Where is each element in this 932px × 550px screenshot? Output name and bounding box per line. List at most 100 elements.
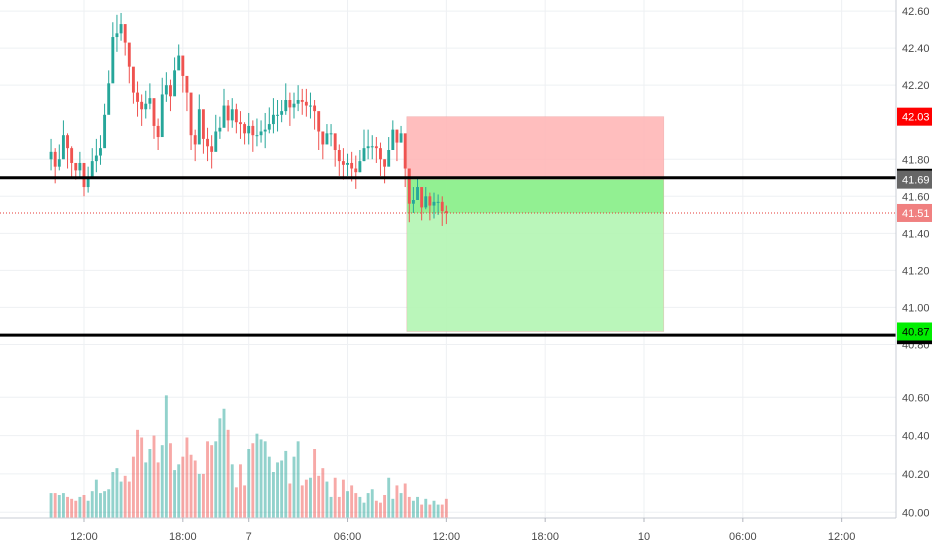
price-tick-label: 41.40	[902, 228, 930, 240]
volume-bar	[366, 493, 370, 518]
candle-body	[313, 105, 317, 112]
time-axis[interactable]: 12:00 18:00 7 06:00 12:00 18:00 10 06:00 12:00	[70, 518, 855, 543]
price-tick-label: 41.80	[902, 154, 930, 166]
candle-body	[57, 159, 61, 167]
volume-bar	[140, 437, 144, 518]
volume-tick-label: 40.60	[902, 392, 930, 404]
candle-body	[300, 100, 304, 102]
candle-body	[148, 98, 152, 104]
volume-bar	[387, 477, 391, 518]
stop-loss-zone	[406, 116, 664, 180]
volume-bar	[300, 485, 304, 518]
candle-body	[111, 37, 115, 84]
candle-body	[395, 129, 399, 143]
candle-body	[169, 85, 172, 97]
position-outline	[406, 116, 665, 332]
volume-bar	[276, 462, 279, 518]
volume-bar	[185, 437, 189, 518]
volume-bar	[230, 464, 234, 518]
volume-bar	[411, 500, 415, 518]
candle-body	[288, 100, 292, 108]
candle-body	[304, 101, 308, 106]
volume-bar	[436, 504, 440, 518]
volume-bar	[424, 498, 428, 518]
candle-body	[164, 85, 168, 95]
candle-body	[387, 150, 391, 167]
volume-bar	[329, 496, 333, 518]
volume-bar	[152, 435, 156, 518]
volume-bar	[383, 495, 387, 518]
volume-bar	[156, 462, 160, 518]
candle-body	[370, 146, 374, 148]
volume-bar	[395, 485, 399, 518]
volume-bar	[214, 441, 218, 518]
volume-bar	[280, 460, 284, 518]
volume-bar	[263, 441, 267, 518]
candle-body	[82, 162, 86, 188]
horizontal-lines[interactable]	[0, 176, 896, 337]
volume-bar	[115, 468, 119, 518]
volume-bar	[296, 441, 300, 518]
candle-body	[197, 109, 201, 145]
volume-bar	[309, 477, 312, 518]
volume-bar	[49, 493, 53, 518]
time-tick-label: 12:00	[433, 531, 461, 543]
candle-body	[136, 92, 139, 102]
time-tick-label: 06:00	[334, 531, 362, 543]
volume-bar	[136, 429, 139, 518]
candle-body	[234, 109, 238, 123]
volume-bar	[416, 496, 419, 518]
volume-axis[interactable]: 40.60 40.40 40.20 40.00	[902, 392, 930, 519]
price-axis[interactable]: 42.60 42.40 42.20 41.80 41.60 41.40 41.20 41.00…	[902, 6, 930, 351]
candle-body	[407, 168, 411, 204]
candle-body	[329, 133, 333, 135]
price-badge	[897, 107, 932, 126]
volume-bar	[82, 495, 86, 518]
volume-bar	[86, 500, 90, 518]
candle-body	[259, 131, 263, 136]
volume-bar	[148, 449, 152, 518]
volume-bar	[103, 491, 107, 518]
candle-body	[255, 135, 259, 137]
candle-body	[243, 124, 247, 134]
price-badge-label: 41.51	[902, 208, 930, 220]
volume-bar	[181, 456, 185, 518]
volume-bar	[239, 464, 242, 518]
volume-bar	[341, 479, 345, 518]
candle-body	[123, 24, 127, 43]
volume-bar	[173, 470, 177, 518]
axes	[0, 0, 897, 519]
time-tick-label: 7	[246, 531, 252, 543]
volume-bar	[127, 481, 131, 518]
candle-body	[152, 98, 156, 126]
candle-body	[428, 196, 432, 206]
price-badge	[897, 322, 932, 341]
candle-body	[350, 162, 354, 169]
volume-bar	[362, 502, 366, 518]
volume-bar	[201, 473, 205, 518]
volume-bar	[206, 441, 209, 518]
candle-body	[140, 101, 144, 110]
volume-bar	[271, 472, 275, 518]
candle-body	[210, 146, 214, 152]
long-position-tool[interactable]	[406, 116, 665, 332]
candle-body	[144, 103, 148, 110]
volume-bar	[313, 449, 317, 518]
volume-bar	[432, 500, 436, 518]
volume-bar	[428, 504, 432, 518]
volume-bar	[259, 439, 263, 518]
time-tick-label: 18:00	[169, 531, 197, 543]
candle-body	[131, 66, 135, 93]
volume-bar	[379, 502, 382, 518]
volume-bar	[234, 487, 238, 518]
candle-body	[86, 177, 90, 188]
time-tick-label: 06:00	[729, 531, 757, 543]
candle-body	[160, 94, 164, 138]
volume-bar	[420, 504, 424, 518]
candle-body	[321, 131, 325, 145]
candle-body	[280, 111, 284, 115]
volume-bar	[391, 498, 395, 518]
candle-body	[276, 114, 279, 116]
